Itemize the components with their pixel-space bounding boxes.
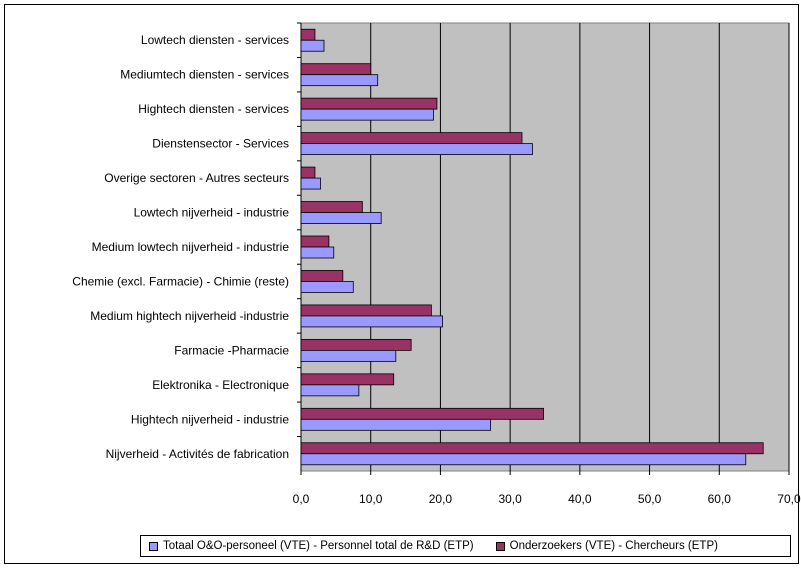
- x-tick-label: 10,0: [359, 492, 383, 506]
- legend-label-total: Totaal O&O-personeel (VTE) - Personnel t…: [163, 540, 474, 552]
- category-label: Chemie (excl. Farmacie) - Chimie (reste): [72, 274, 289, 288]
- plot-area: [297, 22, 790, 475]
- category-label: Medium lowtech nijverheid - industrie: [92, 240, 290, 254]
- category-label: Lowtech nijverheid - industrie: [134, 206, 290, 220]
- bar-total-personnel: [300, 281, 354, 293]
- category-label: Hightech nijverheid - industrie: [131, 412, 289, 426]
- bar-total-personnel: [300, 212, 382, 224]
- category-label: Elektronika - Electronique: [152, 378, 289, 392]
- legend: Totaal O&O-personeel (VTE) - Personnel t…: [140, 535, 791, 557]
- x-tick-label: 0,0: [293, 492, 310, 506]
- legend-item-researchers: Onderzoekers (VTE) - Chercheurs (ETP): [495, 540, 718, 552]
- x-tick-label: 30,0: [498, 492, 522, 506]
- category-label: Mediumtech diensten - services: [120, 68, 289, 82]
- bar-researchers: [300, 63, 372, 76]
- bar-researchers: [300, 97, 438, 110]
- x-tick-label: 50,0: [638, 492, 662, 506]
- bar-total-personnel: [300, 453, 747, 466]
- bar-researchers: [300, 270, 344, 282]
- bar-total-personnel: [300, 349, 397, 362]
- bar-researchers: [300, 442, 764, 455]
- bar-researchers: [300, 235, 330, 248]
- bar-researchers: [300, 407, 545, 420]
- bar-total-personnel: [300, 384, 360, 397]
- category-label: Dienstensector - Services: [152, 137, 289, 151]
- plot-background: [300, 22, 790, 472]
- bar-researchers: [300, 132, 523, 145]
- bar-total-personnel: [300, 315, 443, 328]
- bar-total-personnel: [300, 108, 434, 121]
- bar-total-personnel: [300, 177, 321, 190]
- bar-researchers: [300, 373, 395, 386]
- x-tick-label: 70,0: [777, 492, 801, 506]
- category-label: Medium hightech nijverheid -industrie: [90, 309, 289, 323]
- category-labels: Lowtech diensten - services Mediumtech di…: [72, 33, 289, 461]
- category-label: Hightech diensten - services: [138, 102, 289, 116]
- bar-total-personnel: [300, 418, 492, 431]
- bar-total-personnel: [300, 39, 325, 52]
- bars: [300, 28, 764, 466]
- category-label: Farmacie -Pharmacie: [174, 343, 289, 357]
- legend-swatch-researchers: [495, 541, 505, 551]
- x-tick-labels: 0,0 10,0 20,0 30,0 40,0 50,0 60,0 70,0: [293, 492, 801, 506]
- bar-researchers: [300, 28, 316, 41]
- category-label: Nijverheid - Activités de fabrication: [106, 447, 289, 461]
- bar-total-personnel: [300, 74, 379, 87]
- legend-swatch-total: [149, 541, 158, 551]
- x-tick-label: 60,0: [708, 492, 732, 506]
- category-label: Lowtech diensten - services: [141, 33, 289, 47]
- bar-researchers: [300, 201, 363, 213]
- bar-researchers: [300, 338, 412, 351]
- bar-researchers: [300, 304, 432, 317]
- bar-researchers: [300, 166, 316, 179]
- legend-item-total: Totaal O&O-personeel (VTE) - Personnel t…: [149, 540, 474, 552]
- bar-total-personnel: [300, 143, 533, 156]
- x-tick-label: 20,0: [429, 492, 453, 506]
- category-label: Overige sectoren - Autres secteurs: [104, 171, 289, 185]
- x-tick-label: 40,0: [568, 492, 592, 506]
- legend-label-researchers: Onderzoekers (VTE) - Chercheurs (ETP): [509, 540, 718, 552]
- bar-total-personnel: [300, 246, 335, 259]
